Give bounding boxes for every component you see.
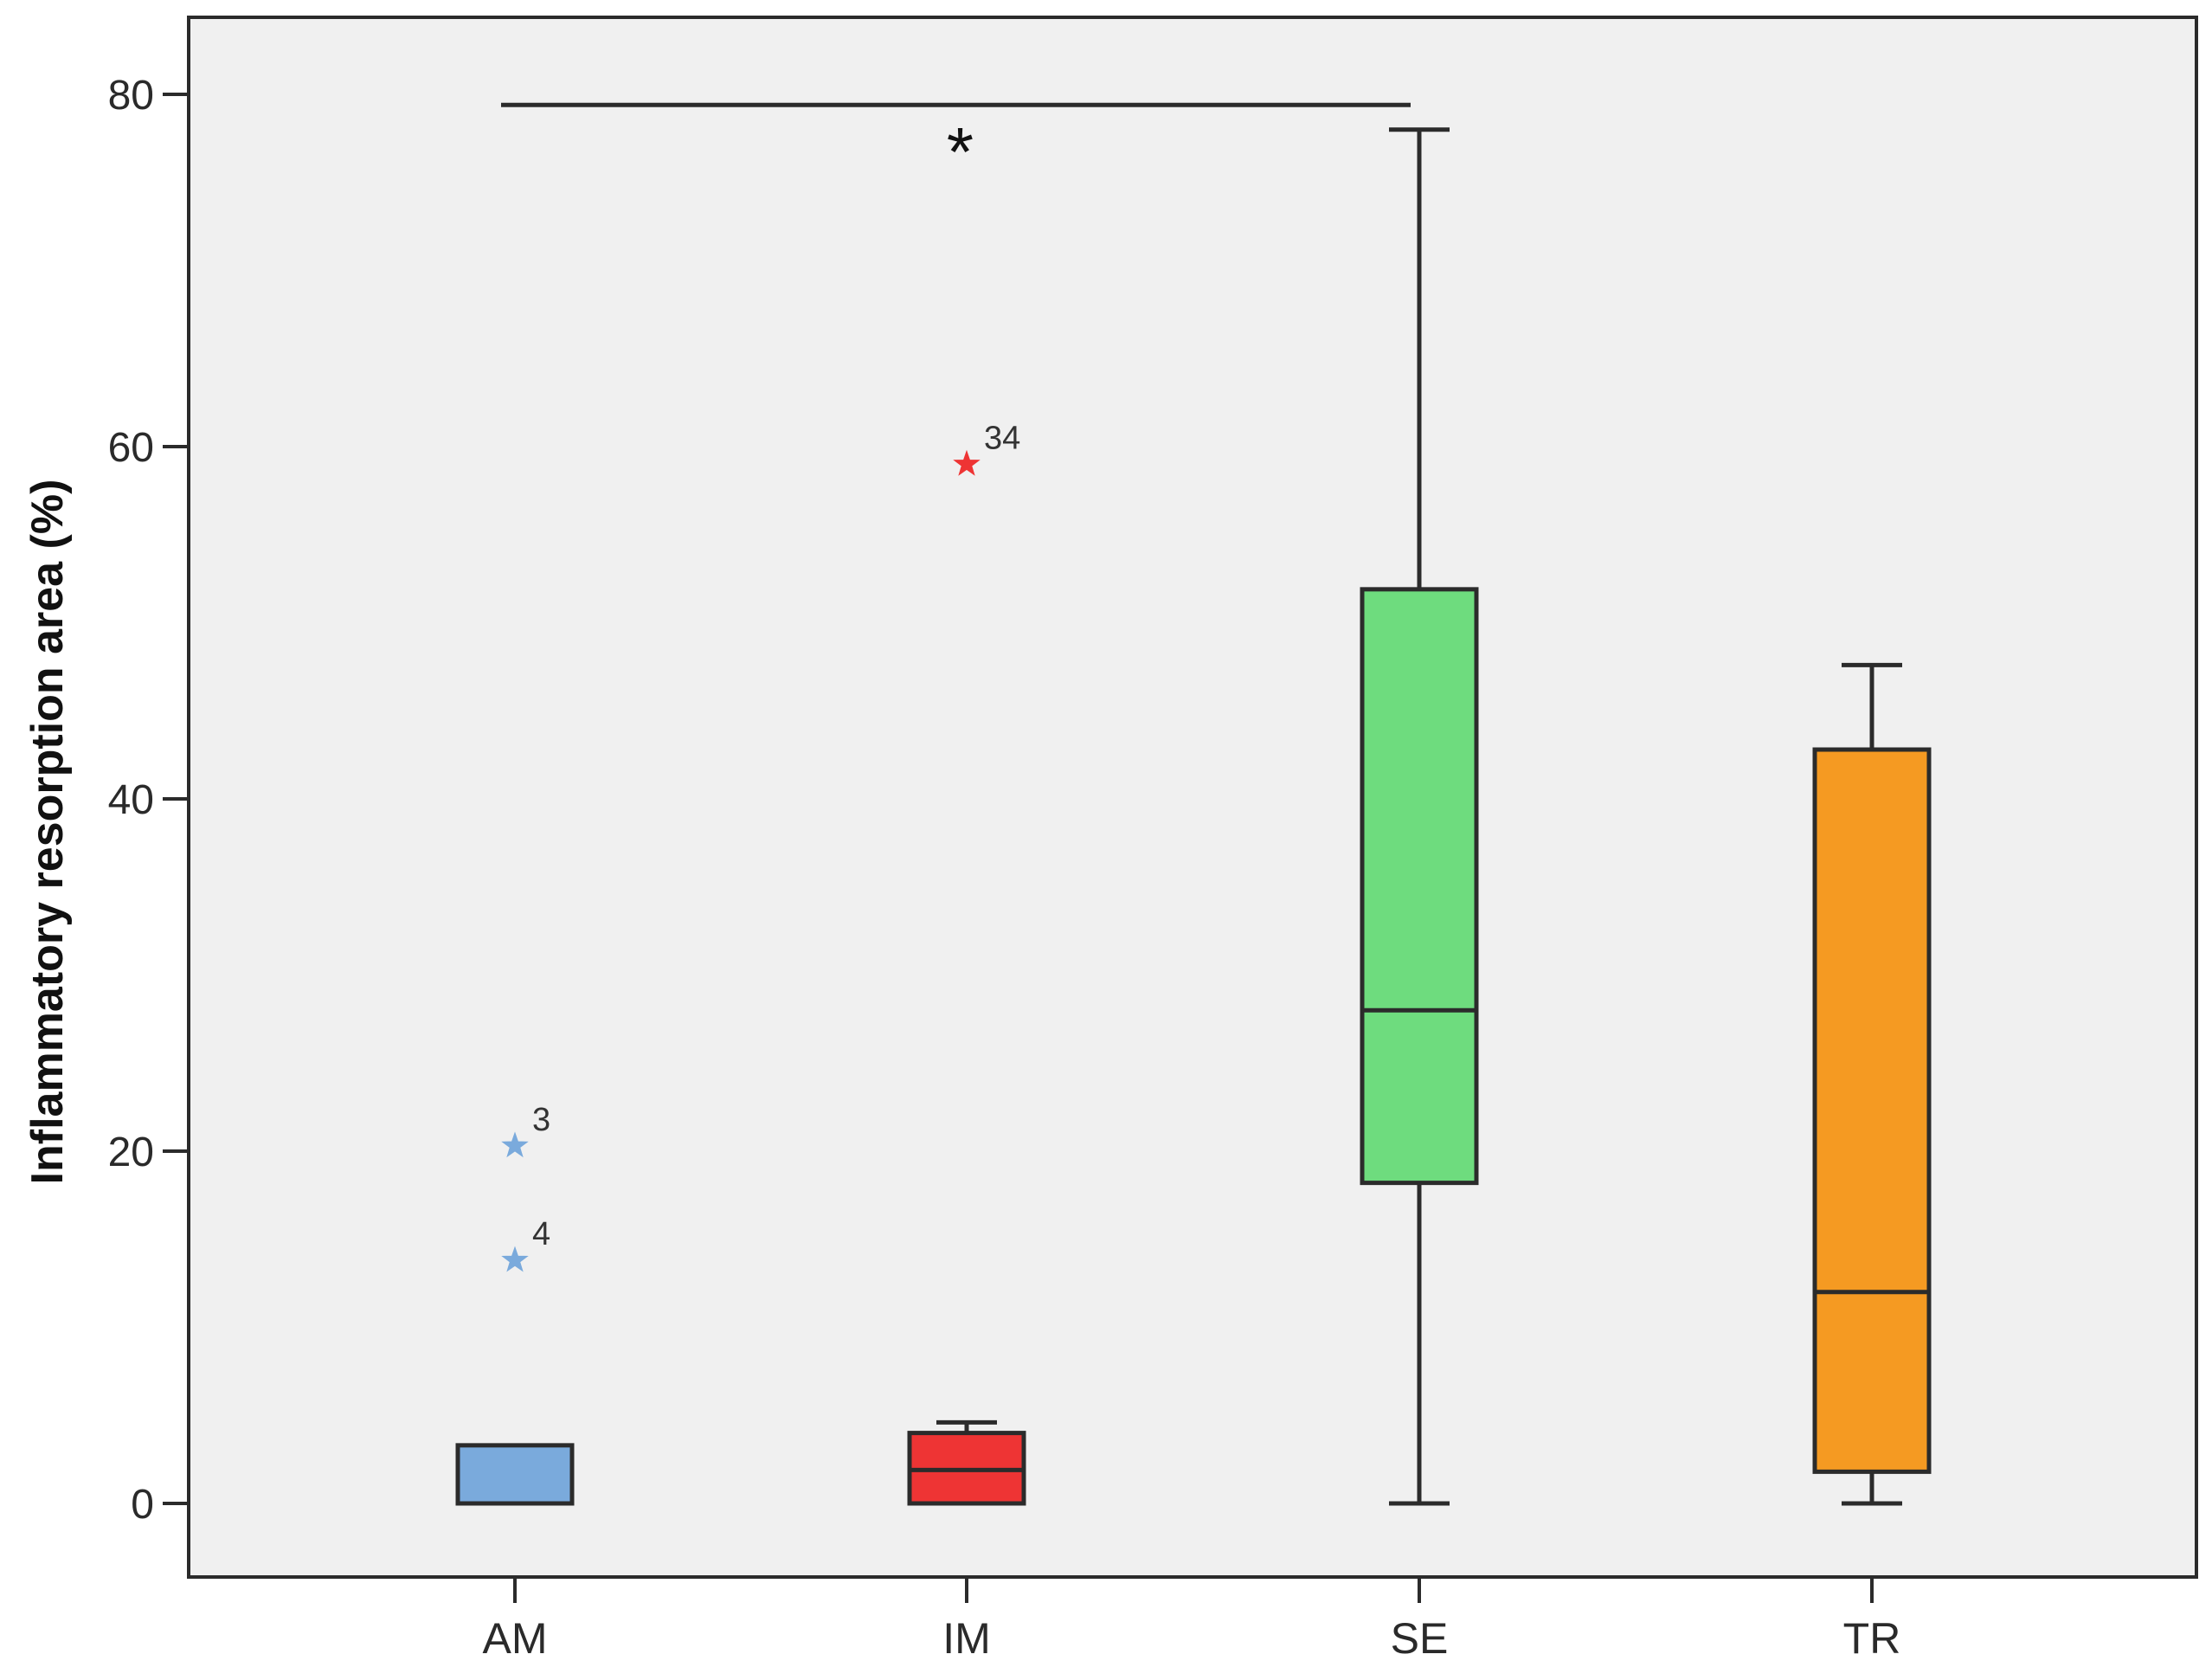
x-tick-label: TR bbox=[1843, 1614, 1901, 1663]
box-iqr bbox=[1812, 747, 1932, 1474]
x-tick-label: AM bbox=[483, 1614, 548, 1663]
outlier-point bbox=[501, 1131, 529, 1158]
y-axis-title: Inflammatory resorption area (%) bbox=[23, 480, 73, 1185]
significance-star: * bbox=[947, 113, 974, 190]
box-im bbox=[907, 1419, 1026, 1506]
significance-annotation: * bbox=[501, 102, 1411, 190]
box-se bbox=[1360, 127, 1479, 1506]
box-am bbox=[455, 1443, 575, 1506]
outlier-point bbox=[501, 1246, 529, 1272]
outlier-label: 3 bbox=[532, 1102, 550, 1138]
y-tick-label: 60 bbox=[108, 425, 154, 471]
x-tick-label: IM bbox=[942, 1614, 991, 1663]
box-iqr bbox=[455, 1443, 575, 1506]
outlier-label: 34 bbox=[984, 420, 1020, 456]
x-axis: AM IM SE TR bbox=[483, 1577, 1901, 1663]
y-tick-label: 20 bbox=[108, 1130, 154, 1175]
y-axis: 0 20 40 60 80 bbox=[108, 73, 189, 1528]
box-series bbox=[455, 127, 1932, 1506]
y-tick-label: 80 bbox=[108, 73, 154, 119]
box-tr bbox=[1812, 662, 1932, 1506]
x-tick-label: SE bbox=[1391, 1614, 1449, 1663]
outlier-label: 4 bbox=[532, 1216, 550, 1252]
outlier-point bbox=[953, 449, 981, 476]
box-iqr bbox=[1360, 587, 1479, 1186]
y-tick-label: 0 bbox=[131, 1482, 154, 1528]
y-tick-label: 40 bbox=[108, 777, 154, 823]
